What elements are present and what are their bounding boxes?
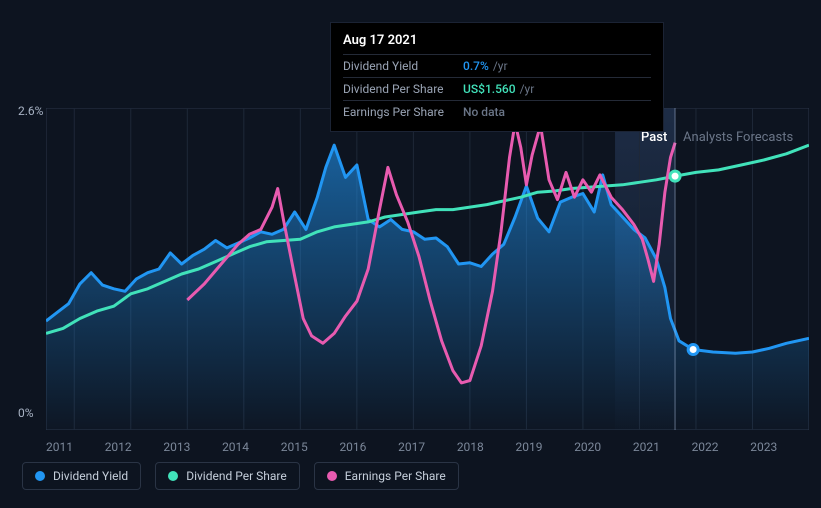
- legend-dot: [35, 471, 45, 481]
- y-tick-max: 2.6%: [18, 104, 43, 118]
- chart-svg: [46, 108, 809, 430]
- tooltip-row: Dividend Yield0.7% /yr: [343, 54, 651, 77]
- tooltip-row-suffix: /yr: [493, 59, 508, 73]
- x-tick-label: 2022: [692, 440, 751, 454]
- legend-label: Dividend Yield: [53, 469, 128, 483]
- x-tick-label: 2019: [516, 440, 575, 454]
- tooltip-row-suffix: /yr: [520, 82, 535, 96]
- legend-dot: [327, 471, 337, 481]
- dy-marker: [688, 345, 698, 355]
- x-axis-labels: 2011201220132014201520162017201820192020…: [46, 440, 809, 454]
- chart-plot-area[interactable]: [46, 108, 809, 430]
- tooltip-row-label: Dividend Per Share: [343, 82, 463, 96]
- legend-item[interactable]: Dividend Per Share: [155, 462, 300, 490]
- dps-marker: [670, 171, 680, 181]
- x-tick-label: 2012: [105, 440, 164, 454]
- tooltip-row-value: No data: [463, 105, 505, 119]
- x-tick-label: 2014: [222, 440, 281, 454]
- x-tick-label: 2011: [46, 440, 105, 454]
- chart-legend: Dividend Yield Dividend Per Share Earnings…: [22, 462, 459, 490]
- x-tick-label: 2020: [574, 440, 633, 454]
- tooltip-row-label: Dividend Yield: [343, 59, 463, 73]
- tooltip-row: Earnings Per ShareNo data: [343, 100, 651, 123]
- x-tick-label: 2021: [633, 440, 692, 454]
- tooltip-row: Dividend Per ShareUS$1.560/yr: [343, 77, 651, 100]
- forecast-label: Analysts Forecasts: [683, 130, 793, 145]
- tooltip-row-label: Earnings Per Share: [343, 105, 463, 119]
- tooltip-date: Aug 17 2021: [343, 33, 651, 48]
- x-tick-label: 2023: [750, 440, 809, 454]
- x-tick-label: 2015: [281, 440, 340, 454]
- tooltip-row-value: 0.7%: [463, 59, 489, 73]
- legend-label: Dividend Per Share: [186, 469, 287, 483]
- x-tick-label: 2017: [398, 440, 457, 454]
- chart-tooltip: Aug 17 2021 Dividend Yield0.7%/yrDividen…: [330, 22, 664, 132]
- past-label: Past: [641, 130, 667, 145]
- tooltip-row-value: US$1.560: [463, 82, 516, 96]
- legend-label: Earnings Per Share: [345, 469, 446, 483]
- y-tick-min: 0%: [18, 406, 34, 420]
- x-tick-label: 2018: [457, 440, 516, 454]
- x-tick-label: 2016: [339, 440, 398, 454]
- x-tick-label: 2013: [163, 440, 222, 454]
- chart-container: 2.6% 0% P: [0, 0, 821, 508]
- legend-dot: [168, 471, 178, 481]
- legend-item[interactable]: Earnings Per Share: [314, 462, 459, 490]
- legend-item[interactable]: Dividend Yield: [22, 462, 141, 490]
